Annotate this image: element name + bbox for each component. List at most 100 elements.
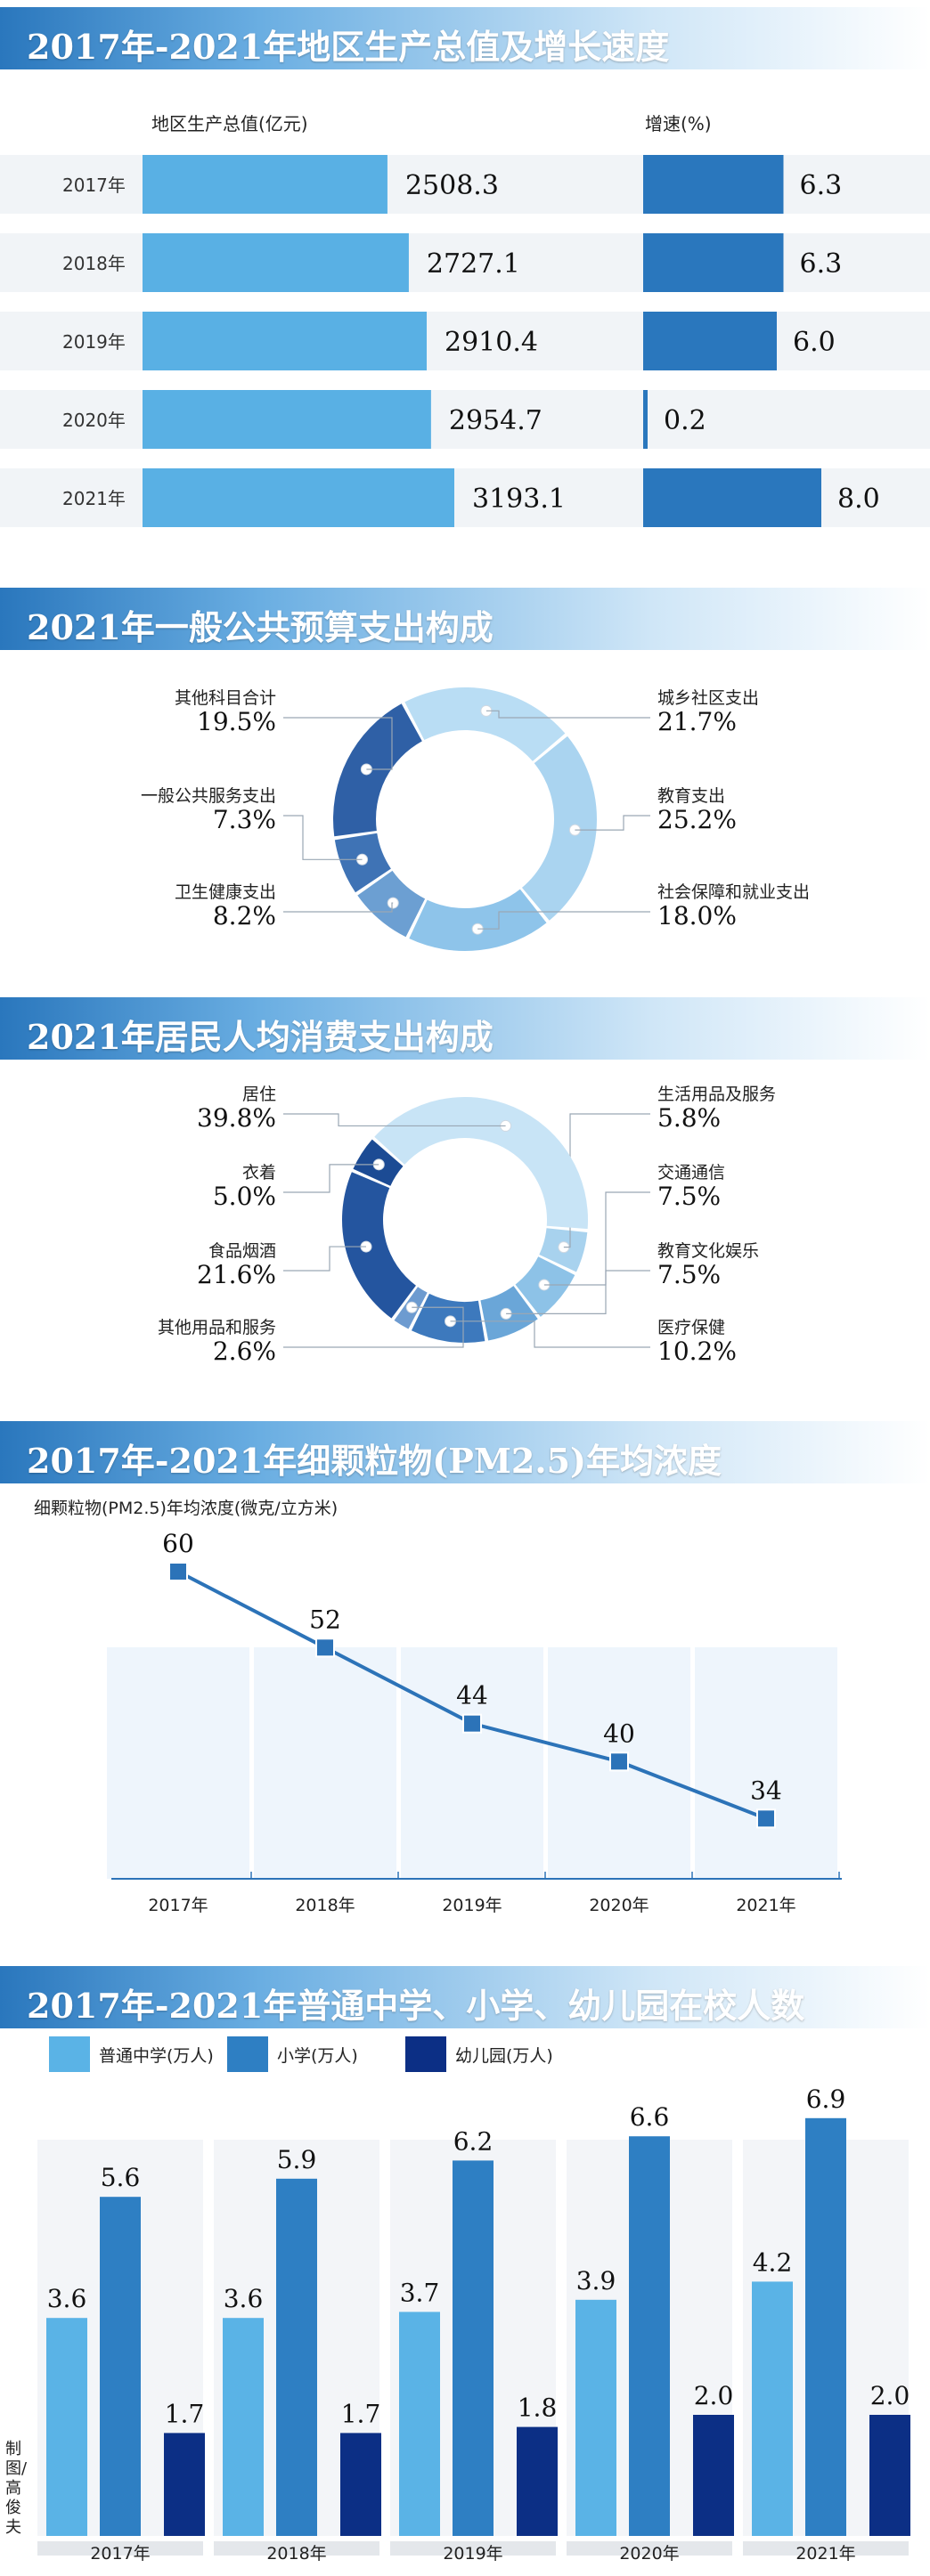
slice-label: 一般公共服务支出 — [141, 786, 276, 806]
leader-line — [283, 1306, 464, 1348]
leader-line — [506, 1270, 650, 1314]
column-band — [107, 1647, 249, 1879]
data-point — [756, 1808, 776, 1829]
bar-value-label: 5.9 — [277, 2145, 317, 2174]
pm-axis-label: 细颗粒物(PM2.5)年均浓度(微克/立方米) — [34, 1499, 338, 1518]
slice-label: 其他科目合计 — [175, 688, 276, 708]
bar-value-label: 2.0 — [694, 2381, 734, 2410]
legend-swatch — [227, 2036, 268, 2072]
students-section-banner: 2017年-2021年普通中学、小学、幼儿园在校人数 — [0, 1966, 930, 2028]
slice-value: 19.5% — [197, 707, 276, 736]
bar-value-label: 3.9 — [576, 2266, 616, 2296]
bar-value-label: 6.9 — [806, 2084, 846, 2114]
gdp-value-label: 2954.7 — [449, 405, 542, 436]
growth-bar — [643, 312, 777, 370]
growth-bar — [643, 390, 648, 449]
data-point — [168, 1562, 188, 1581]
bar-value-label: 3.6 — [47, 2284, 87, 2313]
year-label-band — [567, 2541, 732, 2556]
slice-value: 10.2% — [657, 1337, 737, 1366]
slice-label: 社会保障和就业支出 — [657, 882, 810, 902]
bar-value-label: 6.6 — [630, 2102, 670, 2132]
donut-slice — [404, 687, 566, 761]
bar-value-label: 2.0 — [870, 2381, 910, 2410]
slice-label: 居住 — [242, 1085, 276, 1104]
slice-label: 交通通信 — [657, 1163, 725, 1182]
student-bar — [340, 2433, 381, 2536]
year-label-band — [390, 2541, 556, 2556]
x-tick-label: 2021年 — [795, 2544, 855, 2564]
gdp-section-title: 2017年-2021年地区生产总值及增长速度 — [27, 27, 670, 67]
legend-swatch — [405, 2036, 446, 2072]
students-bar-chart: 普通中学(万人) 小学(万人) 幼儿园(万人) 3.6 5.6 1.7 2017年 3.6 5.… — [37, 2036, 910, 2564]
pm25-line-chart: 细颗粒物(PM2.5)年均浓度(微克/立方米) 2017年 2018年 2019年 20… — [34, 1499, 842, 1915]
data-label: 52 — [309, 1605, 341, 1634]
slice-value: 7.3% — [213, 805, 276, 834]
donut-slice — [342, 1172, 416, 1319]
student-bar — [517, 2426, 558, 2536]
consumption-section-title: 2021年居民人均消费支出构成 — [27, 1017, 494, 1057]
legend-label: 小学(万人) — [277, 2046, 358, 2066]
gdp-value-label: 2910.4 — [445, 327, 538, 358]
consumption-donut-chart: 生活用品及服务5.8%交通通信7.5%教育文化娱乐7.5%医疗保健10.2%其他… — [158, 1085, 776, 1366]
pm-section-title: 2017年-2021年细颗粒物(PM2.5)年均浓度 — [27, 1441, 722, 1481]
slice-value: 2.6% — [213, 1337, 276, 1366]
donut-slice — [333, 703, 422, 837]
slice-label: 卫生健康支出 — [175, 882, 276, 902]
slice-label: 其他用品和服务 — [158, 1318, 276, 1337]
gdp-value-label: 2727.1 — [427, 248, 520, 280]
slice-label: 衣着 — [242, 1163, 276, 1182]
year-label-band — [214, 2541, 379, 2556]
slice-value: 25.2% — [657, 805, 737, 834]
student-bar — [693, 2415, 734, 2536]
consumption-section-banner: 2021年居民人均消费支出构成 — [0, 997, 930, 1060]
bar-value-label: 5.6 — [101, 2163, 141, 2192]
gdp-bar — [143, 468, 454, 527]
legend-swatch — [49, 2036, 90, 2072]
slice-value: 21.6% — [197, 1260, 276, 1289]
budget-section-title: 2021年一般公共预算支出构成 — [27, 607, 494, 647]
student-bar — [805, 2117, 846, 2536]
slice-value: 21.7% — [657, 707, 737, 736]
growth-bar — [643, 468, 821, 527]
column-band — [695, 1647, 837, 1879]
slice-label: 教育文化娱乐 — [657, 1241, 759, 1261]
year-label: 2017年 — [62, 175, 126, 196]
leader-line — [283, 1164, 379, 1193]
x-tick-label: 2019年 — [443, 2544, 502, 2564]
legend-label: 幼儿园(万人) — [455, 2046, 553, 2066]
growth-bar — [643, 155, 784, 214]
student-bar — [752, 2281, 793, 2536]
x-tick-label: 2020年 — [589, 1896, 649, 1915]
slice-label: 城乡社区支出 — [657, 688, 759, 708]
data-label: 60 — [162, 1529, 194, 1558]
student-bar — [100, 2197, 141, 2536]
data-point — [315, 1637, 335, 1658]
leader-line — [477, 911, 650, 930]
student-bar — [399, 2312, 440, 2536]
gdp-bar — [143, 233, 409, 292]
gdp-value-label: 3193.1 — [472, 484, 566, 515]
year-label-band — [743, 2541, 909, 2556]
data-point — [462, 1713, 482, 1734]
growth-value-label: 6.3 — [800, 170, 843, 201]
students-section-title: 2017年-2021年普通中学、小学、幼儿园在校人数 — [27, 1986, 805, 2026]
leader-line — [283, 1246, 367, 1272]
year-label: 2021年 — [62, 488, 126, 509]
student-bar — [223, 2318, 264, 2536]
slice-value: 8.2% — [213, 901, 276, 930]
leader-line — [283, 1113, 506, 1127]
gdp-value-label: 2508.3 — [405, 170, 499, 201]
data-label: 44 — [456, 1681, 488, 1711]
credit: 制图/高俊夫 — [5, 2440, 28, 2537]
x-tick-label: 2021年 — [736, 1896, 795, 1915]
leader-line — [283, 815, 363, 860]
leader-line — [283, 717, 393, 770]
growth-series-label: 增速(%) — [645, 113, 712, 134]
slice-label: 食品烟酒 — [208, 1241, 276, 1261]
growth-bar — [643, 233, 784, 292]
student-bar — [453, 2160, 494, 2536]
bar-value-label: 1.7 — [341, 2399, 381, 2428]
year-label: 2020年 — [62, 410, 126, 431]
student-bar — [46, 2318, 87, 2536]
